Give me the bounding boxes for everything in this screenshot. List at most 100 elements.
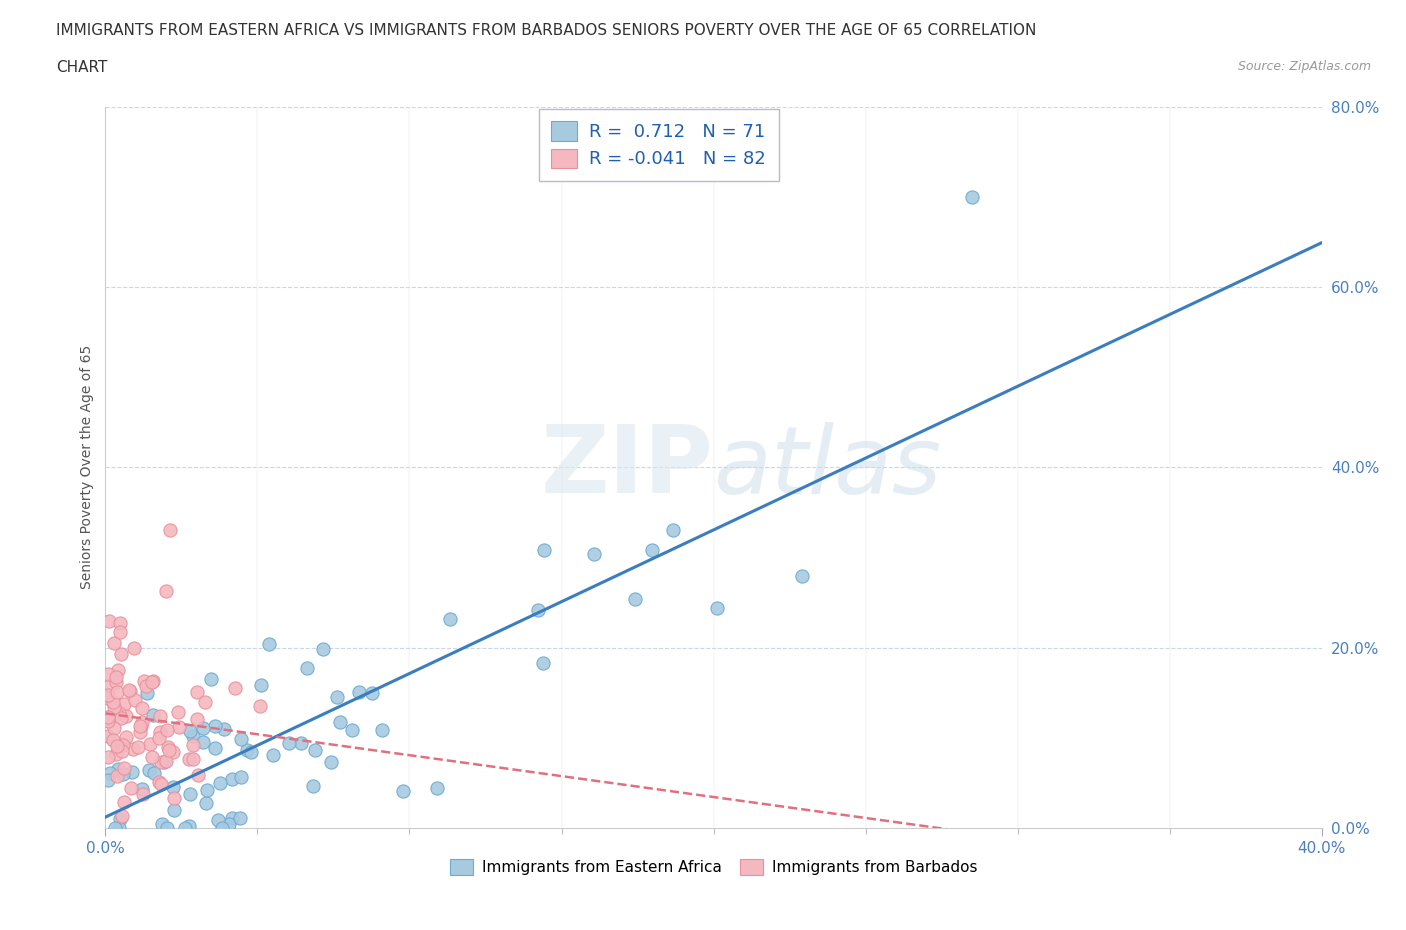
Point	[149, 724, 172, 739]
Point	[582, 547, 605, 562]
Point	[361, 685, 384, 700]
Point	[105, 670, 128, 684]
Point	[108, 812, 131, 827]
Point	[249, 677, 271, 692]
Point	[103, 733, 125, 748]
Point	[112, 795, 135, 810]
Point	[177, 818, 200, 833]
Point	[104, 706, 127, 721]
Point	[97, 773, 120, 788]
Point	[159, 523, 181, 538]
Point	[960, 190, 983, 205]
Point	[124, 693, 146, 708]
Point	[112, 697, 135, 711]
Point	[204, 718, 226, 733]
Point	[156, 820, 179, 835]
Point	[139, 737, 162, 751]
Point	[149, 754, 172, 769]
Point	[235, 742, 257, 757]
Point	[262, 748, 284, 763]
Point	[110, 646, 132, 661]
Point	[249, 698, 271, 713]
Point	[531, 656, 554, 671]
Point	[129, 724, 152, 739]
Point	[118, 683, 141, 698]
Point	[118, 684, 141, 698]
Point	[97, 712, 120, 727]
Point	[108, 820, 131, 835]
Point	[107, 738, 129, 753]
Point	[149, 708, 172, 723]
Point	[295, 660, 318, 675]
Point	[229, 770, 252, 785]
Point	[204, 740, 226, 755]
Point	[163, 803, 186, 817]
Text: IMMIGRANTS FROM EASTERN AFRICA VS IMMIGRANTS FROM BARBADOS SENIORS POVERTY OVER : IMMIGRANTS FROM EASTERN AFRICA VS IMMIGR…	[56, 23, 1036, 38]
Point	[143, 766, 166, 781]
Point	[662, 523, 685, 538]
Point	[141, 750, 163, 764]
Point	[122, 641, 145, 656]
Point	[347, 684, 370, 699]
Point	[155, 753, 177, 768]
Point	[111, 744, 134, 759]
Point	[127, 739, 149, 754]
Point	[155, 584, 177, 599]
Point	[290, 735, 312, 750]
Point	[187, 768, 209, 783]
Point	[181, 728, 204, 743]
Point	[302, 778, 325, 793]
Point	[97, 729, 120, 744]
Point	[104, 746, 127, 761]
Point	[326, 689, 349, 704]
Point	[105, 769, 128, 784]
Point	[131, 781, 153, 796]
Point	[152, 817, 174, 831]
Point	[141, 674, 163, 689]
Point	[212, 722, 235, 737]
Point	[173, 820, 195, 835]
Point	[177, 752, 200, 767]
Point	[194, 795, 217, 810]
Point	[194, 695, 217, 710]
Point	[103, 720, 125, 735]
Point	[142, 673, 165, 688]
Text: ZIP: ZIP	[541, 421, 713, 513]
Point	[149, 777, 172, 791]
Point	[319, 754, 342, 769]
Point	[131, 714, 153, 729]
Point	[97, 710, 120, 724]
Point	[153, 755, 176, 770]
Text: CHART: CHART	[56, 60, 108, 75]
Point	[391, 784, 413, 799]
Point	[179, 724, 201, 738]
Point	[107, 762, 129, 777]
Point	[129, 719, 152, 734]
Point	[312, 642, 335, 657]
Point	[526, 602, 548, 617]
Point	[790, 569, 813, 584]
Point	[108, 624, 131, 639]
Point	[207, 812, 229, 827]
Point	[136, 685, 159, 700]
Point	[304, 742, 326, 757]
Point	[98, 765, 121, 780]
Text: atlas: atlas	[713, 422, 942, 512]
Point	[229, 732, 252, 747]
Text: Source: ZipAtlas.com: Source: ZipAtlas.com	[1237, 60, 1371, 73]
Point	[239, 744, 262, 759]
Legend: Immigrants from Eastern Africa, Immigrants from Barbados: Immigrants from Eastern Africa, Immigran…	[443, 853, 984, 882]
Point	[439, 611, 461, 626]
Point	[97, 687, 120, 702]
Point	[107, 663, 129, 678]
Point	[186, 684, 208, 699]
Point	[132, 674, 155, 689]
Point	[135, 678, 157, 693]
Point	[162, 745, 184, 760]
Point	[112, 766, 135, 781]
Point	[98, 614, 121, 629]
Point	[195, 782, 218, 797]
Point	[191, 734, 214, 749]
Point	[120, 781, 142, 796]
Point	[142, 707, 165, 722]
